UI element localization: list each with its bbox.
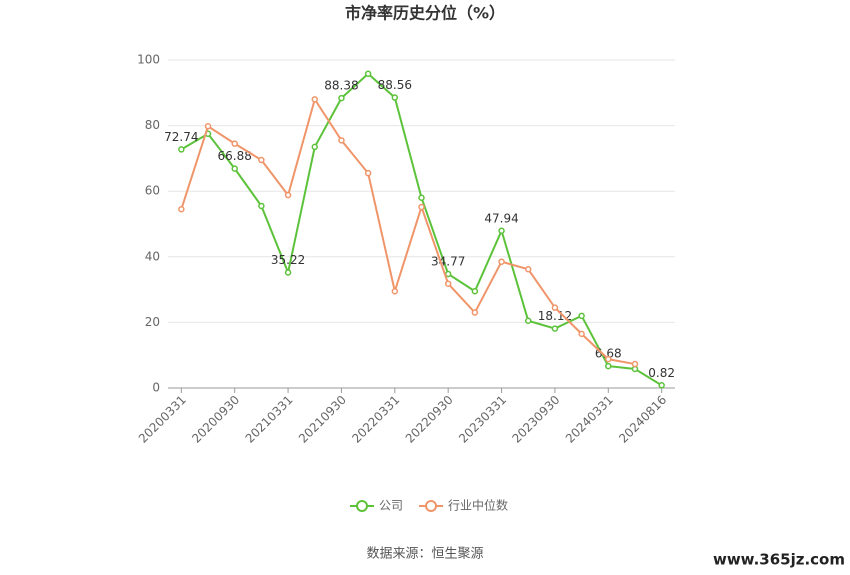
point — [605, 362, 612, 370]
point — [178, 205, 185, 213]
x-tick-label: 20230331 — [456, 393, 509, 446]
point — [524, 317, 532, 325]
point — [444, 280, 452, 287]
point — [258, 156, 265, 164]
watermark: www.365jz.com — [713, 551, 845, 569]
x-tick-label: 20200930 — [189, 393, 242, 446]
point — [364, 70, 372, 78]
point — [338, 137, 345, 144]
point — [391, 94, 399, 101]
point — [311, 143, 319, 151]
legend-marker — [425, 500, 438, 512]
point — [578, 330, 585, 338]
point — [605, 355, 612, 363]
data-label: 18.12 — [538, 309, 572, 323]
point — [391, 287, 399, 295]
x-tick-label: 20210930 — [296, 393, 349, 446]
point — [178, 146, 185, 153]
point — [231, 140, 238, 147]
legend-label: 公司 — [379, 499, 403, 513]
data-label: 35.22 — [271, 253, 305, 267]
x-tick-label: 20220930 — [403, 393, 456, 446]
chart-title: 市净率历史分位（%） — [345, 4, 505, 23]
point — [658, 382, 665, 389]
series-line — [180, 72, 663, 387]
y-tick-label: 20 — [145, 315, 160, 329]
x-tick-label: 20230930 — [509, 393, 562, 446]
data-label: 72.74 — [164, 130, 198, 144]
point — [311, 96, 319, 103]
data-label: 6.68 — [595, 347, 622, 361]
point — [551, 325, 559, 332]
series-line — [180, 96, 636, 366]
data-label: 34.77 — [431, 254, 465, 268]
point — [524, 266, 532, 273]
point — [364, 169, 372, 177]
data-label: 66.88 — [218, 149, 252, 163]
data-label: 88.38 — [324, 79, 358, 93]
point — [471, 309, 479, 316]
y-tick-label: 80 — [145, 118, 160, 132]
point — [338, 94, 345, 102]
point — [284, 191, 292, 199]
x-tick-label: 20220331 — [349, 393, 402, 446]
x-tick-label: 20200331 — [136, 393, 189, 446]
point — [578, 312, 585, 320]
legend-label: 行业中位数 — [448, 498, 508, 513]
point — [418, 194, 425, 202]
point — [498, 227, 505, 235]
data-label: 47.94 — [484, 211, 518, 225]
point — [231, 165, 238, 172]
y-tick-label: 0 — [152, 381, 160, 395]
point — [204, 123, 212, 130]
point — [471, 287, 479, 295]
point — [418, 203, 425, 211]
point — [631, 360, 639, 368]
y-tick-label: 60 — [145, 184, 160, 198]
y-tick-label: 100 — [137, 53, 160, 67]
x-tick-label: 20240331 — [563, 393, 616, 446]
data-label: 0.82 — [648, 366, 675, 380]
data-label: 88.56 — [378, 78, 412, 92]
source: 数据来源：恒生聚源 — [366, 547, 483, 562]
point — [551, 304, 559, 311]
point — [258, 202, 265, 210]
legend-marker — [356, 500, 368, 512]
point — [284, 269, 292, 276]
y-tick-label: 40 — [145, 249, 160, 263]
x-tick-label: 20240816 — [616, 393, 669, 446]
point — [498, 258, 505, 265]
x-tick-label: 20210331 — [243, 393, 296, 446]
